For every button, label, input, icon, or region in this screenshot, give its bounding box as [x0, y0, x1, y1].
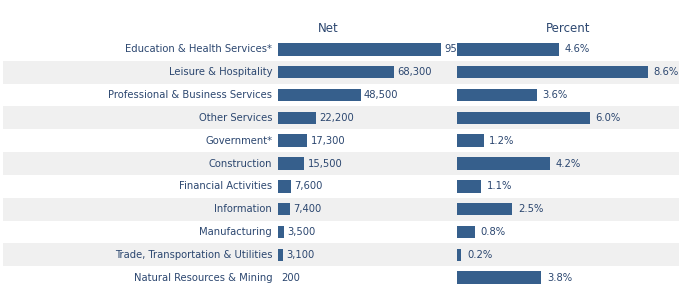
Bar	[3, 107, 278, 129]
Text: 7,400: 7,400	[293, 204, 322, 214]
Text: Professional & Business Services: Professional & Business Services	[108, 90, 272, 100]
Text: 0.2%: 0.2%	[467, 250, 492, 260]
Bar	[278, 180, 291, 193]
Bar	[278, 38, 457, 61]
Bar	[457, 61, 679, 84]
Bar	[278, 43, 441, 56]
Text: 4.6%: 4.6%	[565, 44, 590, 54]
Bar	[278, 226, 284, 238]
Text: Manufacturing: Manufacturing	[199, 227, 272, 237]
Bar	[278, 175, 457, 198]
Bar	[278, 152, 457, 175]
Text: 6.0%: 6.0%	[595, 113, 621, 123]
Bar	[3, 61, 278, 84]
Bar	[457, 175, 679, 198]
Bar	[278, 89, 361, 101]
Bar	[457, 66, 648, 79]
Text: 7,600: 7,600	[294, 181, 323, 191]
Bar	[278, 61, 457, 84]
Text: Construction: Construction	[209, 159, 272, 168]
Bar	[3, 152, 278, 175]
Text: 3.8%: 3.8%	[547, 273, 572, 283]
Bar	[3, 266, 278, 289]
Text: 2.5%: 2.5%	[518, 204, 544, 214]
Text: 200: 200	[281, 273, 300, 283]
Bar	[457, 248, 462, 261]
Bar	[3, 84, 278, 107]
Bar	[457, 203, 512, 215]
Text: Other Services: Other Services	[198, 113, 272, 123]
Bar	[3, 244, 278, 266]
Bar	[457, 129, 679, 152]
Bar	[457, 43, 559, 56]
Text: 1.1%: 1.1%	[487, 181, 512, 191]
Bar	[457, 84, 679, 107]
Bar	[278, 203, 291, 215]
Text: 8.6%: 8.6%	[653, 67, 679, 77]
Bar	[278, 107, 457, 129]
Bar	[278, 266, 457, 289]
Text: 0.8%: 0.8%	[480, 227, 505, 237]
Bar	[457, 271, 542, 284]
Bar	[278, 84, 457, 107]
Bar	[457, 244, 679, 266]
Bar	[278, 112, 316, 124]
Text: Education & Health Services*: Education & Health Services*	[125, 44, 272, 54]
Bar	[278, 248, 283, 261]
Bar	[3, 198, 278, 220]
Bar	[457, 107, 679, 129]
Text: Trade, Transportation & Utilities: Trade, Transportation & Utilities	[115, 250, 272, 260]
Bar	[457, 112, 590, 124]
Bar	[3, 220, 278, 244]
Bar	[457, 89, 537, 101]
Text: Information: Information	[214, 204, 272, 214]
Text: 3.6%: 3.6%	[542, 90, 567, 100]
Bar	[457, 152, 679, 175]
Text: Financial Activities: Financial Activities	[179, 181, 272, 191]
Bar	[3, 38, 278, 61]
Bar	[457, 134, 484, 147]
Bar	[278, 129, 457, 152]
Text: Natural Resources & Mining: Natural Resources & Mining	[134, 273, 272, 283]
Text: 48,500: 48,500	[364, 90, 398, 100]
Text: Net: Net	[318, 22, 338, 34]
Text: 4.2%: 4.2%	[556, 159, 581, 168]
Bar	[278, 244, 457, 266]
Text: Percent: Percent	[546, 22, 590, 34]
Bar	[278, 220, 457, 244]
Bar	[278, 66, 394, 79]
Bar	[278, 134, 308, 147]
Text: 68,300: 68,300	[398, 67, 432, 77]
Bar	[457, 180, 481, 193]
Text: 95,500: 95,500	[444, 44, 479, 54]
Bar	[3, 129, 278, 152]
Text: Government*: Government*	[205, 136, 272, 146]
Text: 15,500: 15,500	[308, 159, 342, 168]
Text: Leisure & Hospitality: Leisure & Hospitality	[168, 67, 272, 77]
Text: 17,300: 17,300	[310, 136, 345, 146]
Bar	[457, 266, 679, 289]
Bar	[3, 175, 278, 198]
Text: 22,200: 22,200	[319, 113, 353, 123]
Bar	[457, 157, 550, 170]
Bar	[457, 198, 679, 220]
Bar	[278, 198, 457, 220]
Text: 3,500: 3,500	[287, 227, 315, 237]
Bar	[457, 226, 475, 238]
Bar	[278, 157, 304, 170]
Text: 3,100: 3,100	[286, 250, 314, 260]
Bar	[457, 38, 679, 61]
Text: 1.2%: 1.2%	[489, 136, 514, 146]
Bar	[457, 220, 679, 244]
